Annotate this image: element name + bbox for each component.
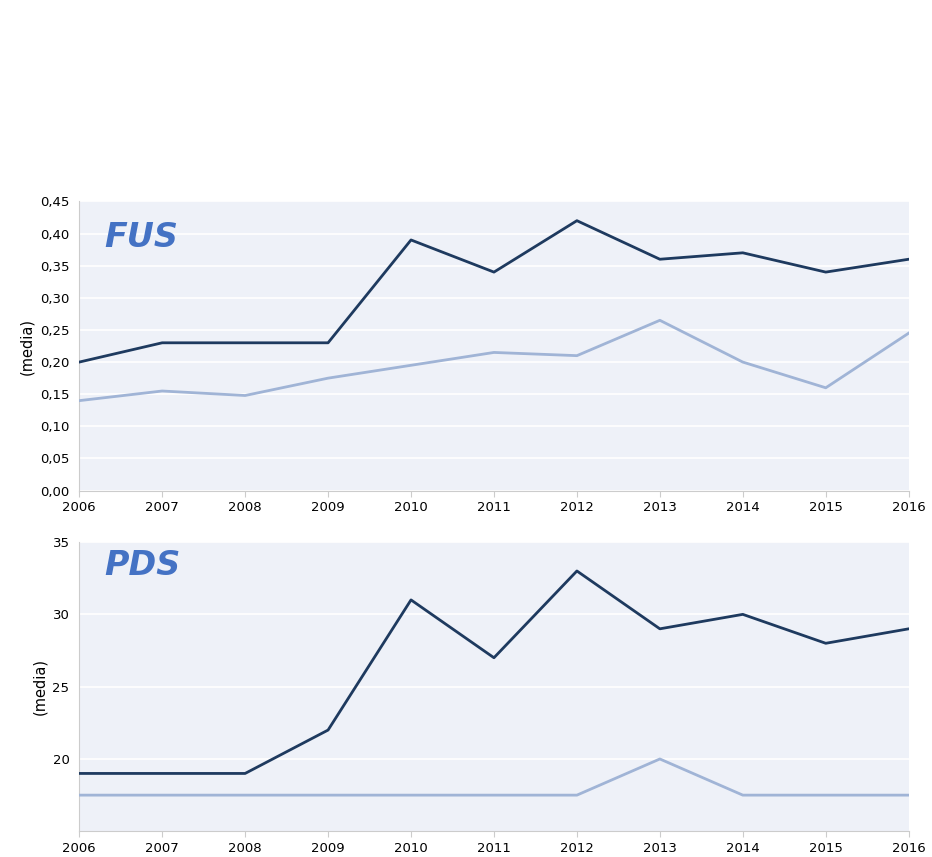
Text: FUS: FUS <box>104 221 178 254</box>
Y-axis label: (media): (media) <box>32 658 47 716</box>
Text: Fig. 3.1.1 Andamento temporale degli indici FUS, PDS e
delle percentuali di cons: Fig. 3.1.1 Andamento temporale degli ind… <box>23 46 612 147</box>
Y-axis label: (media): (media) <box>20 317 34 375</box>
Text: PDS: PDS <box>104 549 181 582</box>
